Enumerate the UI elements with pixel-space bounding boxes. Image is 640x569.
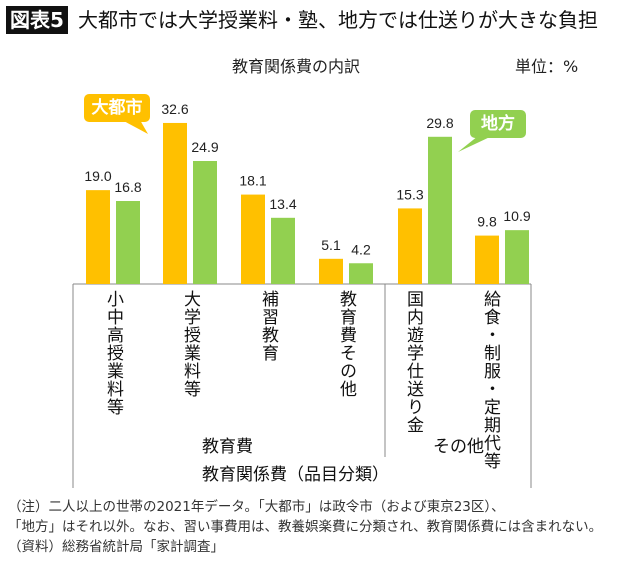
note-line-2: 「地方」はそれ以外。なお、習い事費用は、教養娯楽費に分類され、教育関係費には含ま… [8,519,603,535]
data-label: 4.2 [351,241,371,257]
callout-tail-rural [458,136,492,152]
bar-rural-2 [271,217,295,284]
figure-label: 図表5 [6,6,68,34]
note-line-1: （注）二人以上の世帯の2021年データ。「大都市」は政令市（および東京23区）、 [8,499,505,515]
chart-title: 教育関係費の内訳 [232,57,361,76]
callout-tail-urban [122,120,148,134]
bar-urban-1 [163,122,187,285]
category-label: 国内遊学 仕送り金 [401,290,425,434]
category-label-column: 補習教育 [258,290,278,362]
category-label-column: ・定期代等 [480,380,500,470]
category-label: 小中高授業料等 [101,290,125,416]
bar-urban-3 [319,258,343,284]
bar-rural-4 [428,136,452,284]
category-label-column: 国内遊学 [403,290,423,362]
group-label-education: 教育費 [202,437,253,457]
data-label: 16.8 [114,179,141,195]
bar-urban-5 [475,235,499,284]
bar-rural-3 [349,263,373,284]
unit-label: 単位：% [515,57,579,76]
bar-urban-0 [86,190,110,284]
data-label: 15.3 [396,186,423,202]
category-label-column: 小中高授業料等 [103,290,123,416]
bar-rural-1 [193,160,217,284]
data-label: 18.1 [239,173,266,189]
data-label: 9.8 [477,214,497,230]
legend-callout-rural: 地方 [470,110,526,138]
data-label: 29.8 [426,115,453,131]
bar-urban-4 [398,208,422,284]
data-label: 10.9 [503,208,530,224]
group-label-other: その他 [433,437,484,457]
source-line: （資料）総務省統計局「家計調査」 [8,539,224,555]
bar-rural-0 [116,201,140,284]
data-label: 13.4 [269,196,296,212]
category-label: 大学授業料等 [178,290,202,398]
data-label: 32.6 [161,101,188,117]
category-label-column: 教育費その他 [336,290,356,398]
x-axis-label: 教育関係費（品目分類） [202,465,389,485]
category-label: 補習教育 [256,290,280,362]
data-label: 5.1 [321,237,341,253]
bar-urban-2 [241,194,265,284]
category-label: 教育費その他 [334,290,358,398]
legend-callout-urban: 大都市 [84,94,150,122]
category-label-column: 給食・制服 [480,290,500,380]
category-label-column: 大学授業料等 [180,290,200,398]
bar-rural-5 [505,230,529,284]
category-label-column: 仕送り金 [403,362,423,434]
data-label: 19.0 [84,168,111,184]
data-label: 24.9 [191,139,218,155]
headline: 大都市では大学授業料・塾、地方では仕送りが大きな負担 [78,8,598,32]
category-label: 給食・制服 ・定期代等 [478,290,502,470]
